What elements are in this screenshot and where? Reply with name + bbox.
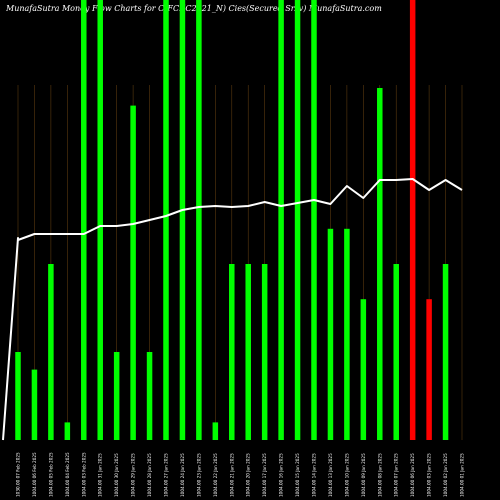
bar-21 <box>360 299 367 440</box>
bar-2 <box>48 264 54 440</box>
bar-8 <box>146 352 153 440</box>
x-tick-label: 1004.00 28 Jan 2025 <box>147 453 152 497</box>
x-tick-label: 1004.00 15 Jan 2025 <box>295 453 300 497</box>
x-tick-label: 1004.00 13 Jan 2025 <box>328 453 333 497</box>
bar-13 <box>229 264 235 440</box>
bar-18 <box>311 0 317 440</box>
bar-4 <box>81 0 87 440</box>
x-tick-label: 1004.00 22 Jan 2025 <box>213 453 218 497</box>
bar-layer <box>15 0 449 440</box>
x-tick-label: 1030.00 07 Feb 2025 <box>16 452 21 497</box>
bar-26 <box>442 264 449 440</box>
bar-25 <box>426 299 432 440</box>
bar-15 <box>261 264 268 440</box>
bar-12 <box>212 422 219 440</box>
x-tick-label: 1004.00 07 Jan 2025 <box>394 453 399 497</box>
price-line-layer <box>2 178 463 441</box>
x-tick-label: 1004.00 03 Jan 2025 <box>427 453 432 497</box>
x-tick-label: 1004.00 31 Jan 2025 <box>98 453 103 497</box>
x-tick-label: 1004.00 17 Jan 2025 <box>262 453 267 497</box>
bar-0 <box>15 352 21 440</box>
x-tick-label: 1004.00 30 Jan 2025 <box>114 453 119 497</box>
x-tick-label: 1004.00 01 Jan 2025 <box>460 453 465 497</box>
bar-24 <box>409 0 416 440</box>
bar-14 <box>245 264 251 440</box>
bar-7 <box>130 105 136 440</box>
bar-11 <box>196 0 202 440</box>
x-tick-label: 1004.00 06 Feb 2025 <box>32 452 37 497</box>
bar-1 <box>31 369 38 440</box>
chart-title: MunafaSutra Money Flow Charts for CIFCI(… <box>6 4 382 13</box>
x-tick-label: 1004.00 10 Jan 2025 <box>344 453 349 497</box>
bar-5 <box>97 0 103 440</box>
bar-22 <box>377 88 383 440</box>
x-tick-label: 1004.00 27 Jan 2025 <box>164 453 169 497</box>
x-tick-label: 1004.00 04 Feb 2025 <box>65 452 70 497</box>
x-tick-label: 1004.00 03 Feb 2025 <box>81 452 86 497</box>
bar-6 <box>113 352 120 440</box>
bar-19 <box>327 228 334 440</box>
x-tick-layer: 1030.00 07 Feb 2025 1004.00 06 Feb 2025 10… <box>16 452 465 497</box>
x-tick-label: 1004.00 05 Feb 2025 <box>48 452 53 497</box>
x-tick-label: 1004.00 24 Jan 2025 <box>180 453 185 497</box>
x-tick-label: 1004.00 29 Jan 2025 <box>131 453 136 497</box>
bar-16 <box>278 0 284 440</box>
bar-10 <box>179 0 186 440</box>
x-tick-label: 1004.00 08 Jan 2025 <box>377 453 382 497</box>
bar-3 <box>64 422 71 440</box>
x-tick-label: 1004.00 09 Jan 2025 <box>361 453 366 497</box>
bar-9 <box>163 0 169 440</box>
x-tick-label: 1004.00 23 Jan 2025 <box>196 453 201 497</box>
x-tick-label: 1004.00 14 Jan 2025 <box>312 453 317 497</box>
x-tick-label: 1004.00 02 Jan 2025 <box>443 453 448 497</box>
x-tick-label: 1004.00 06 Jan 2025 <box>410 453 415 497</box>
x-tick-label: 1004.00 20 Jan 2025 <box>246 453 251 497</box>
price-line <box>2 178 463 441</box>
x-tick-label: 1004.00 21 Jan 2025 <box>229 453 234 497</box>
bar-17 <box>294 0 301 440</box>
x-tick-label: 1004.00 16 Jan 2025 <box>279 453 284 497</box>
bar-23 <box>393 264 399 440</box>
bar-20 <box>344 228 350 440</box>
